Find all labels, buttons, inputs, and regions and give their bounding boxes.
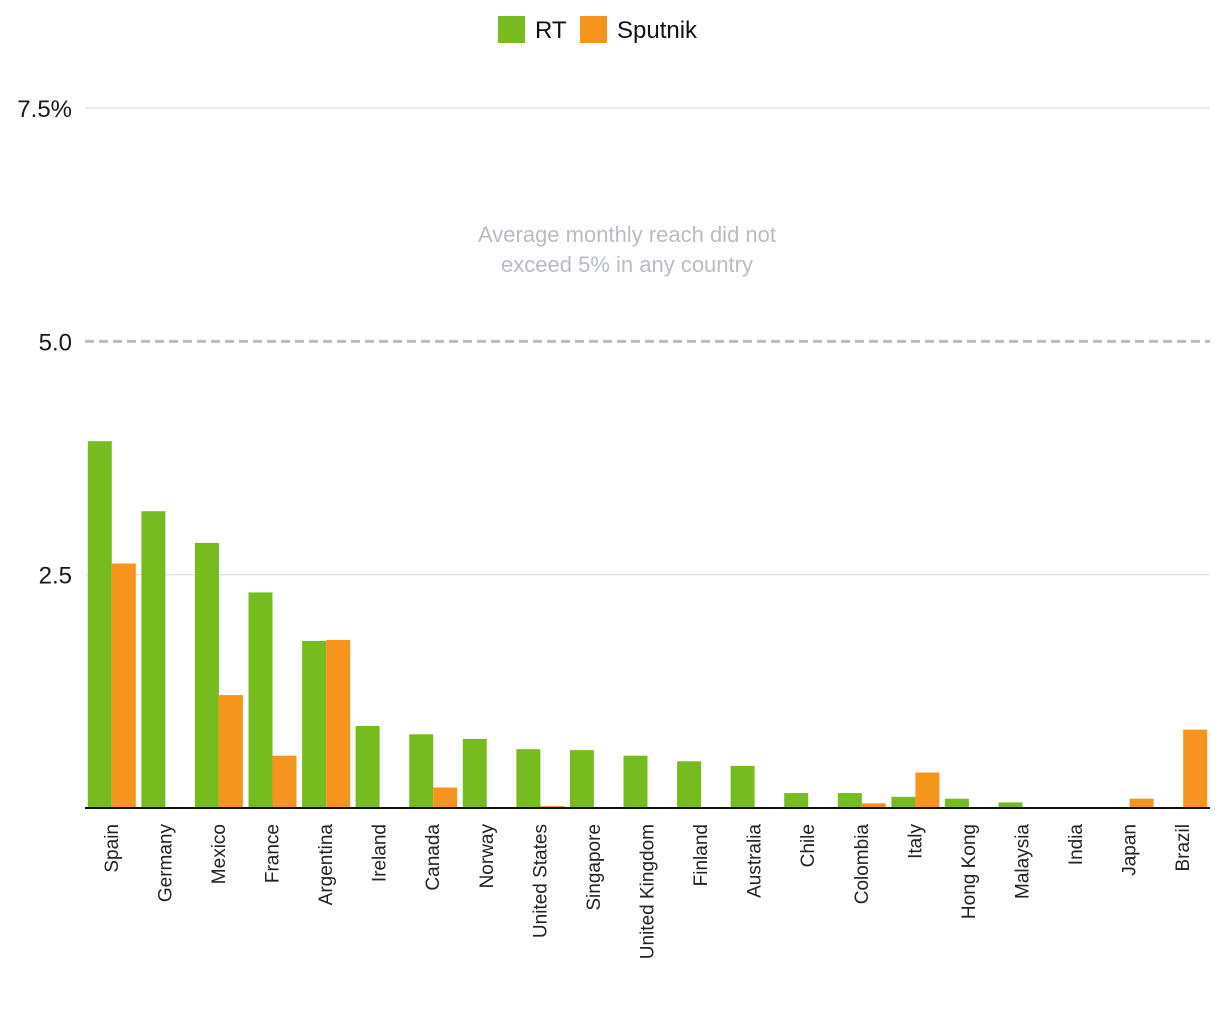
x-tick-label: Canada (423, 824, 444, 891)
x-tick-label: United States (530, 824, 551, 938)
x-tick-label: Spain (102, 824, 123, 873)
bar-rt (194, 542, 219, 808)
bar-rt (677, 761, 702, 808)
bar-rt (998, 802, 1023, 808)
bar-rt (87, 441, 112, 808)
x-tick-label: Ireland (370, 824, 391, 882)
legend-label-sputnik: Sputnik (617, 17, 698, 44)
x-tick-label: Chile (798, 824, 819, 867)
legend: RT Sputnik (498, 16, 698, 44)
bar-sputnik (218, 695, 243, 808)
bar-sputnik (111, 563, 136, 808)
bar-sputnik (272, 755, 297, 808)
bar-rt (569, 750, 594, 808)
bar-sputnik (915, 772, 940, 808)
bar-rt (623, 755, 648, 808)
x-tick-label: Argentina (316, 824, 337, 906)
bar-sputnik (1183, 729, 1208, 808)
x-tick-label: Norway (477, 824, 498, 889)
y-tick-label: 7.5% (17, 96, 72, 123)
bar-rt (784, 793, 809, 808)
x-tick-label: Italy (905, 824, 926, 859)
bar-rt (730, 766, 755, 808)
grid-lines (85, 107, 1210, 576)
x-axis: Spain Germany Mexico France Argentina Ireland… (85, 807, 1210, 959)
x-tick-label: Hong Kong (959, 824, 980, 919)
legend-swatch-sputnik (580, 16, 607, 43)
x-tick-label: Mexico (209, 824, 230, 884)
bar-rt (355, 725, 380, 808)
x-tick-label: Germany (155, 824, 176, 903)
x-tick-label: Colombia (852, 824, 873, 905)
bar-rt (248, 592, 273, 808)
bar-rt (141, 511, 166, 808)
x-tick-label: Finland (691, 824, 712, 886)
bar-rt (944, 798, 969, 808)
y-axis: 2.5 5.0 7.5% (17, 96, 72, 590)
annotation-line: Average monthly reach did not (478, 222, 776, 247)
bar-sputnik (326, 640, 351, 808)
bar-rt (837, 793, 862, 808)
x-tick-label: Singapore (584, 824, 605, 911)
bar-rt (302, 640, 327, 808)
y-tick-label: 2.5 (39, 563, 72, 590)
bar-sputnik (433, 787, 458, 808)
x-tick-label: France (263, 824, 284, 883)
x-tick-label: India (1066, 824, 1087, 866)
bar-rt (462, 738, 487, 808)
bars (87, 441, 1208, 808)
annotation: Average monthly reach did not exceed 5% i… (478, 222, 776, 277)
x-tick-label: Australia (745, 824, 766, 898)
x-tick-label: United Kingdom (638, 824, 659, 959)
bar-rt (891, 796, 916, 808)
bar-rt (409, 734, 434, 808)
legend-swatch-rt (498, 16, 525, 43)
x-tick-label: Brazil (1173, 824, 1194, 872)
x-tick-label: Malaysia (1013, 824, 1034, 899)
x-tick-label: Japan (1120, 824, 1141, 876)
legend-label-rt: RT (535, 17, 567, 44)
bar-sputnik (1129, 798, 1154, 808)
annotation-line: exceed 5% in any country (501, 252, 753, 277)
bar-rt (516, 749, 541, 808)
y-tick-label: 5.0 (39, 329, 72, 356)
bar-sputnik (861, 803, 886, 808)
